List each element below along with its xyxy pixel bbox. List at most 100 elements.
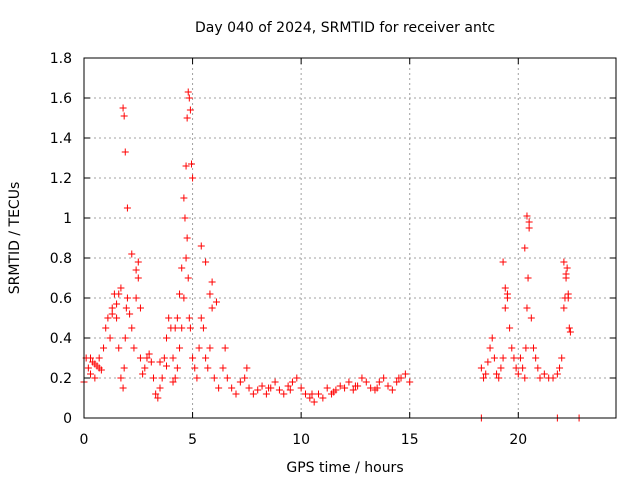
- data-point: [202, 354, 210, 362]
- data-point: [524, 274, 532, 282]
- data-point: [265, 384, 273, 392]
- data-point: [254, 386, 262, 394]
- data-point: [301, 390, 309, 398]
- x-tick-label: 5: [188, 432, 197, 448]
- data-point: [136, 304, 144, 312]
- data-point: [165, 314, 173, 322]
- data-point: [117, 374, 125, 382]
- data-point: [525, 218, 533, 226]
- data-point: [527, 314, 535, 322]
- data-point: [102, 324, 110, 332]
- data-point: [122, 304, 130, 312]
- data-point: [106, 334, 114, 342]
- data-point: [176, 290, 184, 298]
- data-point: [310, 398, 318, 406]
- chart-title: Day 040 of 2024, SRMTID for receiver ant…: [195, 20, 495, 36]
- data-point: [512, 364, 520, 372]
- data-point: [176, 344, 184, 352]
- data-point: [497, 364, 505, 372]
- data-point: [232, 390, 240, 398]
- data-point: [477, 364, 485, 372]
- data-point: [375, 378, 383, 386]
- data-point: [564, 294, 572, 302]
- data-point: [212, 298, 220, 306]
- data-point: [563, 264, 571, 272]
- data-point: [262, 390, 270, 398]
- x-tick-label: 20: [509, 432, 527, 448]
- data-point: [536, 374, 544, 382]
- data-point: [395, 374, 403, 382]
- data-point: [115, 344, 123, 352]
- data-point: [178, 324, 186, 332]
- data-point: [108, 304, 116, 312]
- data-point: [319, 394, 327, 402]
- axis-ticks: [83, 57, 616, 419]
- data-point: [490, 354, 498, 362]
- data-point: [183, 234, 191, 242]
- data-point: [126, 310, 134, 318]
- data-point: [308, 390, 316, 398]
- data-point: [197, 314, 205, 322]
- data-point: [219, 364, 227, 372]
- data-point: [119, 104, 127, 112]
- data-point: [501, 284, 509, 292]
- data-point: [388, 386, 396, 394]
- data-point: [120, 364, 128, 372]
- data-point: [210, 374, 218, 382]
- data-point: [113, 300, 121, 308]
- data-point: [293, 374, 301, 382]
- data-point: [519, 364, 527, 372]
- data-point: [187, 160, 195, 168]
- data-point: [208, 304, 216, 312]
- data-point: [91, 374, 99, 382]
- data-point: [280, 390, 288, 398]
- data-point: [486, 344, 494, 352]
- data-point: [499, 258, 507, 266]
- data-point: [288, 378, 296, 386]
- data-point: [488, 334, 496, 342]
- data-point: [87, 370, 95, 378]
- data-point: [506, 324, 514, 332]
- data-point: [243, 364, 251, 372]
- data-point: [117, 284, 125, 292]
- y-tick-label: 1.6: [50, 91, 72, 107]
- data-point: [87, 354, 95, 362]
- data-point: [236, 378, 244, 386]
- data-point: [189, 354, 197, 362]
- data-point: [91, 360, 99, 368]
- data-point: [206, 290, 214, 298]
- data-point: [119, 384, 127, 392]
- data-point: [180, 194, 188, 202]
- y-tick-label: 0.2: [50, 371, 72, 387]
- y-tick-label: 0.8: [50, 251, 72, 267]
- data-point: [169, 378, 177, 386]
- data-point: [178, 264, 186, 272]
- y-tick-label: 1: [63, 211, 72, 227]
- data-point: [566, 328, 574, 336]
- data-point: [147, 358, 155, 366]
- data-point: [152, 390, 160, 398]
- data-point: [373, 384, 381, 392]
- data-point: [134, 274, 142, 282]
- data-point: [510, 354, 518, 362]
- data-point: [132, 294, 140, 302]
- data-point: [521, 374, 529, 382]
- data-point: [123, 294, 131, 302]
- y-tick-label: 0.4: [50, 331, 72, 347]
- data-point: [493, 370, 501, 378]
- x-tick-label: 10: [292, 432, 310, 448]
- data-point: [241, 374, 249, 382]
- data-points: [80, 88, 583, 422]
- data-point: [306, 394, 314, 402]
- data-point: [120, 112, 128, 120]
- data-point: [182, 254, 190, 262]
- data-point: [108, 310, 116, 318]
- x-axis-label: GPS time / hours: [286, 460, 403, 476]
- data-point: [516, 354, 524, 362]
- y-tick-label: 1.2: [50, 171, 72, 187]
- plot-frame: [83, 57, 617, 419]
- data-point: [330, 388, 338, 396]
- data-point: [221, 344, 229, 352]
- data-point: [95, 364, 103, 372]
